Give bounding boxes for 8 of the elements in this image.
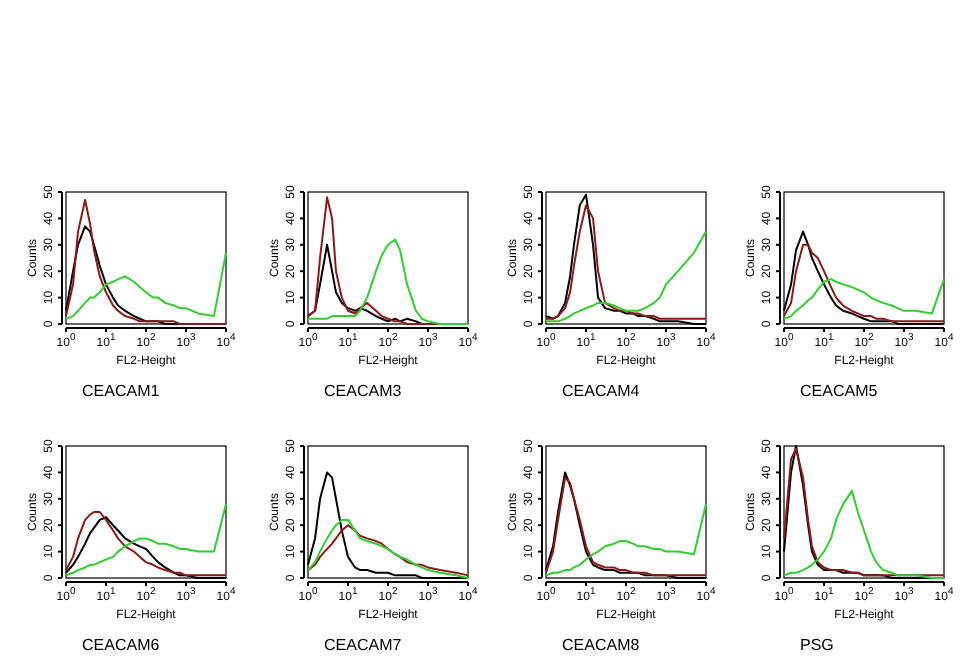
text: CEACAM7 — [324, 636, 403, 654]
text: CEACAM4 — [562, 382, 641, 400]
text: CEACAM6 — [82, 636, 161, 654]
text: CEACAM8 — [562, 636, 641, 654]
text: PSG — [800, 636, 834, 654]
text: CEACAM1 — [82, 382, 161, 400]
text: CEACAM3 — [324, 382, 403, 400]
text: CEACAM5 — [800, 382, 879, 400]
